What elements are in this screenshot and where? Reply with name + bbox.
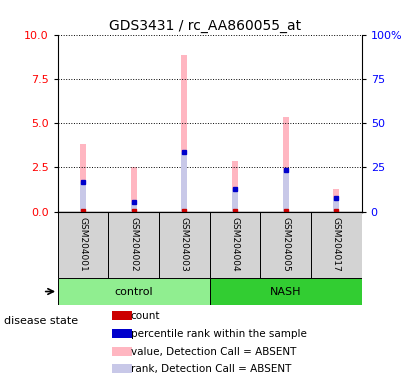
Bar — [112, 364, 132, 374]
Bar — [112, 329, 132, 338]
Bar — [232, 189, 238, 212]
Bar — [210, 212, 260, 278]
Bar — [80, 144, 86, 212]
Text: GSM204005: GSM204005 — [281, 217, 290, 272]
Bar — [283, 170, 289, 212]
Text: value, Detection Call = ABSENT: value, Detection Call = ABSENT — [131, 346, 296, 356]
Bar — [333, 199, 339, 212]
Bar — [112, 346, 132, 356]
Bar — [80, 182, 86, 212]
Bar — [283, 117, 289, 212]
Bar — [232, 161, 238, 212]
Bar — [210, 278, 362, 305]
Text: control: control — [114, 286, 153, 296]
Bar — [260, 212, 311, 278]
Bar — [58, 212, 108, 278]
Text: percentile rank within the sample: percentile rank within the sample — [131, 329, 307, 339]
Text: GSM204017: GSM204017 — [332, 217, 341, 272]
Text: disease state: disease state — [4, 316, 78, 326]
Bar — [159, 212, 210, 278]
Text: rank, Detection Call = ABSENT: rank, Detection Call = ABSENT — [131, 364, 291, 374]
Bar — [108, 212, 159, 278]
Bar — [131, 167, 136, 212]
Text: GSM204001: GSM204001 — [79, 217, 88, 272]
Bar — [311, 212, 362, 278]
Bar — [333, 189, 339, 212]
Text: GDS3431 / rc_AA860055_at: GDS3431 / rc_AA860055_at — [109, 19, 302, 33]
Text: NASH: NASH — [270, 286, 301, 296]
Bar — [181, 152, 187, 212]
Text: GSM204002: GSM204002 — [129, 217, 138, 272]
Bar — [181, 55, 187, 212]
Bar — [131, 202, 136, 212]
Text: count: count — [131, 311, 160, 321]
Bar — [58, 278, 210, 305]
Text: GSM204003: GSM204003 — [180, 217, 189, 272]
Bar — [112, 311, 132, 320]
Text: GSM204004: GSM204004 — [231, 217, 240, 272]
